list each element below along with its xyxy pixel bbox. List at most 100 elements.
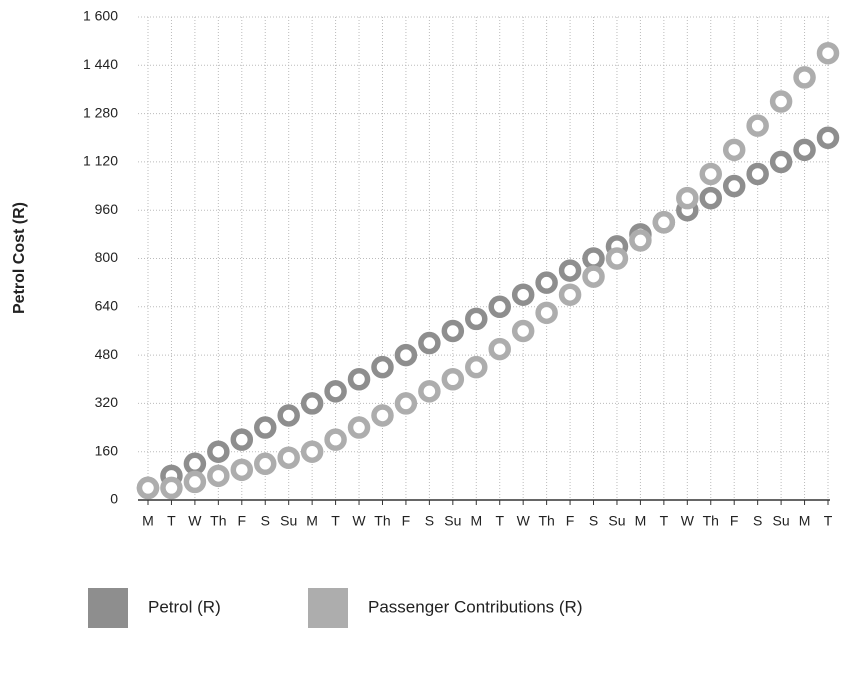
data-point <box>535 271 558 294</box>
data-point <box>347 416 371 439</box>
y-tick-label: 960 <box>95 201 119 217</box>
x-tick-label: M <box>799 513 811 529</box>
data-point <box>535 301 558 325</box>
x-tick-label: S <box>261 513 270 529</box>
data-point <box>629 229 652 252</box>
y-tick-label: 0 <box>110 491 118 507</box>
y-tick-label: 1 440 <box>83 56 118 72</box>
x-tick-label: S <box>425 513 434 529</box>
legend-label: Petrol (R) <box>148 597 221 616</box>
x-tick-label: T <box>824 513 833 529</box>
x-tick-label: Th <box>703 513 719 529</box>
x-tick-label: Su <box>280 513 297 529</box>
x-tick-label: M <box>306 513 318 529</box>
data-point <box>371 404 394 427</box>
y-tick-label: 1 120 <box>83 153 118 169</box>
data-point <box>253 452 277 476</box>
y-tick-label: 1 280 <box>83 104 118 120</box>
data-point <box>300 392 324 415</box>
data-point <box>699 162 723 186</box>
data-point <box>816 41 840 65</box>
x-tick-label: W <box>352 513 366 529</box>
data-point <box>300 440 324 463</box>
data-point <box>488 337 511 361</box>
data-point <box>511 283 535 306</box>
data-point <box>769 150 793 174</box>
data-point <box>511 319 535 343</box>
y-tick-label: 1 600 <box>83 8 118 24</box>
data-point <box>582 265 605 288</box>
data-point <box>769 90 793 113</box>
x-tick-label: T <box>495 513 504 529</box>
data-point <box>418 380 441 403</box>
y-axis-label: Petrol Cost (R) <box>11 202 28 314</box>
data-point <box>488 295 511 319</box>
data-point <box>230 428 254 451</box>
data-point <box>136 476 160 500</box>
data-point <box>722 138 746 162</box>
data-point <box>558 259 582 282</box>
data-point <box>277 446 300 469</box>
x-tick-label: T <box>660 513 669 529</box>
data-point <box>746 114 769 137</box>
x-tick-label: M <box>635 513 647 529</box>
data-point <box>605 247 629 270</box>
data-point <box>347 368 371 391</box>
data-point <box>676 186 699 210</box>
data-point <box>371 355 394 379</box>
x-tick-label: T <box>167 513 176 529</box>
data-point <box>394 343 418 367</box>
data-point <box>582 247 605 270</box>
x-tick-label: Th <box>538 513 554 529</box>
data-point <box>324 428 347 451</box>
data-point <box>183 470 207 494</box>
data-point <box>183 452 207 476</box>
data-point <box>465 355 488 379</box>
legend-swatch <box>308 588 348 628</box>
data-point <box>253 416 277 439</box>
data-point <box>418 331 441 355</box>
x-tick-label: Th <box>374 513 390 529</box>
data-point <box>207 440 230 463</box>
y-tick-label: 480 <box>95 346 119 362</box>
y-tick-label: 320 <box>95 394 119 410</box>
x-tick-label: Su <box>444 513 461 529</box>
x-tick-label: F <box>238 513 247 529</box>
data-point <box>160 476 183 500</box>
x-tick-label: Su <box>608 513 625 529</box>
data-point <box>793 138 816 162</box>
data-point <box>699 186 723 210</box>
x-tick-label: Th <box>210 513 226 529</box>
data-point <box>746 162 769 186</box>
data-point <box>793 66 816 89</box>
legend-label: Passenger Contributions (R) <box>368 597 582 616</box>
x-tick-label: M <box>470 513 482 529</box>
data-point <box>816 126 840 149</box>
x-tick-label: F <box>566 513 575 529</box>
x-tick-label: S <box>589 513 598 529</box>
data-point <box>207 464 230 488</box>
legend-swatch <box>88 588 128 628</box>
x-tick-label: W <box>681 513 695 529</box>
x-tick-label: F <box>730 513 739 529</box>
y-tick-label: 800 <box>95 249 119 265</box>
data-point <box>722 174 746 198</box>
data-point <box>441 319 465 343</box>
y-tick-label: 160 <box>95 442 119 458</box>
data-point <box>441 368 465 391</box>
x-tick-label: Su <box>773 513 790 529</box>
x-tick-label: W <box>517 513 531 529</box>
x-tick-label: S <box>753 513 762 529</box>
y-tick-label: 640 <box>95 298 119 314</box>
data-point <box>324 380 347 403</box>
data-point <box>230 458 254 482</box>
x-tick-label: T <box>331 513 340 529</box>
x-tick-label: M <box>142 513 154 529</box>
data-point <box>277 404 300 427</box>
x-tick-label: W <box>188 513 202 529</box>
data-point <box>394 392 418 415</box>
data-point <box>558 283 582 306</box>
data-point <box>652 211 676 234</box>
